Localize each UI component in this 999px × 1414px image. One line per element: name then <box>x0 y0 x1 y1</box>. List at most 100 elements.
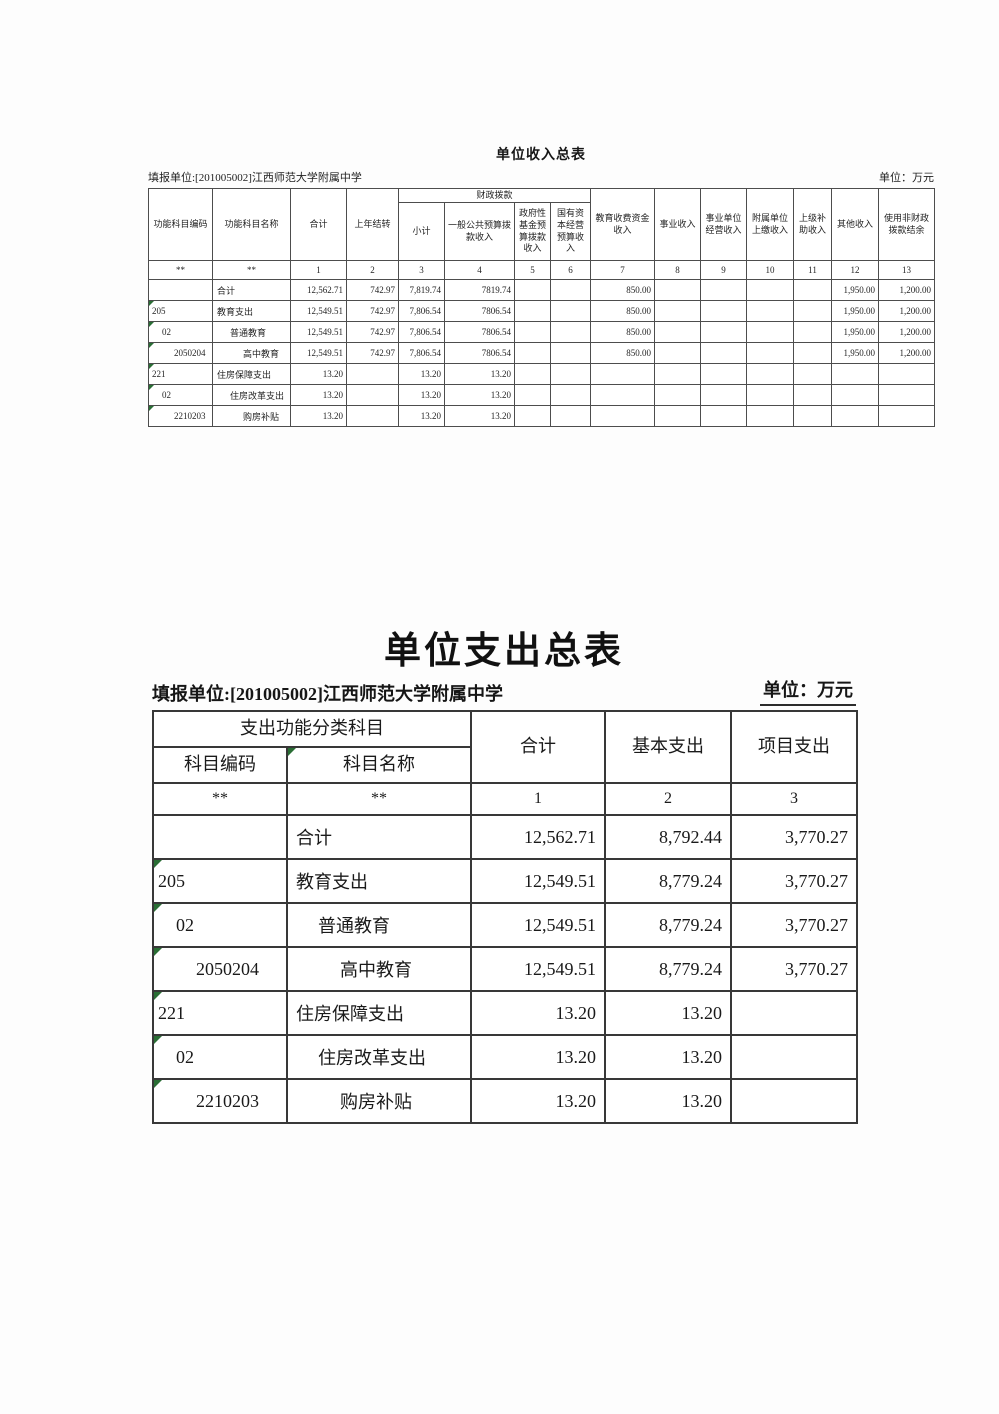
col-header-non-fiscal-balance: 使用非财政拨款结余 <box>878 188 935 261</box>
col-header-subject-code: 科目编码 <box>152 746 288 784</box>
cell-value <box>746 300 794 322</box>
cell-name: 合计 <box>212 279 291 301</box>
cell-name: 高中教育 <box>286 946 472 992</box>
excel-flag-icon <box>149 385 154 390</box>
cell-value <box>654 300 701 322</box>
cell-value: 1,200.00 <box>878 300 935 322</box>
col-header-function-code: 功能科目编码 <box>148 188 213 261</box>
cell-value <box>654 363 701 385</box>
cell-value: 13.20 <box>604 1078 732 1124</box>
index-cell: 8 <box>654 260 701 280</box>
cell-code: 02 <box>152 902 288 948</box>
col-header-business-income: 事业收入 <box>654 188 701 261</box>
cell-value <box>514 279 551 301</box>
cell-value <box>550 405 591 427</box>
cell-value: 12,549.51 <box>290 342 347 364</box>
cell-value: 3,770.27 <box>730 946 858 992</box>
cell-code-text: 2050204 <box>196 958 259 979</box>
excel-flag-icon <box>155 861 162 868</box>
cell-value <box>700 321 747 343</box>
index-cell: 2 <box>346 260 399 280</box>
col-header-general-public-budget: 一般公共预算拨款收入 <box>444 202 515 261</box>
cell-value <box>730 990 858 1036</box>
cell-value <box>793 321 832 343</box>
index-cell: 9 <box>700 260 747 280</box>
cell-value: 12,549.51 <box>290 300 347 322</box>
excel-flag-icon <box>149 406 154 411</box>
cell-code <box>152 814 288 860</box>
table-row: 合计 12,562.71 8,792.44 3,770.27 <box>152 814 858 860</box>
excel-flag-icon <box>149 343 154 348</box>
index-cell: 1 <box>290 260 347 280</box>
cell-value: 13.20 <box>444 363 515 385</box>
cell-name: 高中教育 <box>212 342 291 364</box>
cell-value <box>346 363 399 385</box>
cell-code-text: 02 <box>162 327 171 337</box>
cell-value <box>831 363 879 385</box>
cell-value: 7819.74 <box>444 279 515 301</box>
cell-value: 1,200.00 <box>878 279 935 301</box>
cell-name: 合计 <box>286 814 472 860</box>
cell-value <box>793 384 832 406</box>
cell-code-text: 02 <box>176 1046 194 1067</box>
col-header-operating-income: 事业单位经营收入 <box>700 188 747 261</box>
excel-flag-icon <box>155 1081 162 1088</box>
table-row: 2050204 高中教育 12,549.51 8,779.24 3,770.27 <box>152 946 858 992</box>
expense-table: 支出功能分类科目 合计 基本支出 项目支出 科目编码 科目名称 ** ** 1 … <box>152 710 858 1124</box>
cell-value: 13.20 <box>444 384 515 406</box>
index-cell: ** <box>152 782 288 816</box>
cell-value: 7806.54 <box>444 342 515 364</box>
cell-value <box>700 300 747 322</box>
cell-value: 3,770.27 <box>730 858 858 904</box>
expense-index-row: ** ** 1 2 3 <box>152 782 858 816</box>
cell-code-text: 205 <box>152 306 166 316</box>
index-cell: 4 <box>444 260 515 280</box>
cell-code-text: 02 <box>176 914 194 935</box>
income-unit-note: 单位：万元 <box>879 172 934 184</box>
cell-value: 13.20 <box>470 1034 606 1080</box>
cell-value: 12,562.71 <box>470 814 606 860</box>
table-row: 205 教育支出 12,549.51 742.97 7,806.54 7806.… <box>148 300 935 322</box>
cell-value <box>514 300 551 322</box>
cell-code-text: 221 <box>152 369 166 379</box>
expense-table-title: 单位支出总表 <box>384 631 624 672</box>
cell-value: 12,549.51 <box>470 858 606 904</box>
cell-value <box>700 405 747 427</box>
col-header-total: 合计 <box>290 188 347 261</box>
cell-value: 8,792.44 <box>604 814 732 860</box>
table-row: 02 普通教育 12,549.51 742.97 7,806.54 7806.5… <box>148 321 935 343</box>
index-cell: 1 <box>470 782 606 816</box>
cell-code-text: 02 <box>162 390 171 400</box>
cell-name: 住房改革支出 <box>212 384 291 406</box>
cell-value <box>550 300 591 322</box>
cell-code-text: 221 <box>158 1002 185 1023</box>
cell-name: 普通教育 <box>286 902 472 948</box>
excel-flag-icon <box>149 301 154 306</box>
table-row: 221 住房保障支出 13.20 13.20 <box>152 990 858 1036</box>
cell-value: 12,549.51 <box>470 946 606 992</box>
table-row: 2210203 购房补贴 13.20 13.20 13.20 <box>148 405 935 427</box>
index-cell: 11 <box>793 260 832 280</box>
cell-code-text: 205 <box>158 870 185 891</box>
index-cell: 5 <box>514 260 551 280</box>
excel-flag-icon <box>155 1037 162 1044</box>
col-header-subject-name-text: 科目名称 <box>343 754 415 775</box>
income-reporting-unit: 填报单位:[201005002]江西师范大学附属中学 <box>148 172 362 184</box>
cell-value <box>746 342 794 364</box>
cell-value <box>514 321 551 343</box>
table-row: 02 住房改革支出 13.20 13.20 <box>152 1034 858 1080</box>
excel-flag-icon <box>289 749 296 756</box>
cell-code-text: 2210203 <box>196 1090 259 1111</box>
cell-value: 3,770.27 <box>730 902 858 948</box>
cell-code-text: 2050204 <box>174 348 206 358</box>
cell-value <box>590 363 655 385</box>
cell-name: 教育支出 <box>212 300 291 322</box>
cell-value <box>793 300 832 322</box>
col-header-fiscal-group: 财政拨款 <box>398 188 591 203</box>
index-cell: 2 <box>604 782 732 816</box>
cell-value <box>654 405 701 427</box>
cell-value <box>746 321 794 343</box>
cell-value: 8,779.24 <box>604 858 732 904</box>
cell-name: 购房补贴 <box>212 405 291 427</box>
col-header-subject-name: 科目名称 <box>286 746 472 784</box>
